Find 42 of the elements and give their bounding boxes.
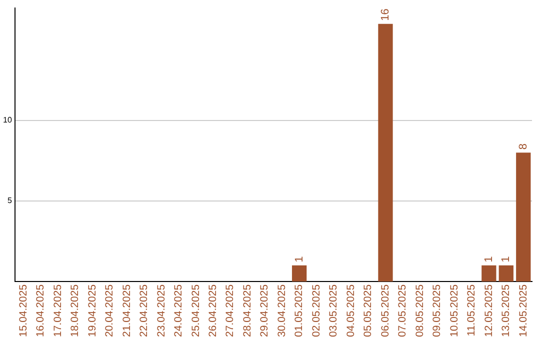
x-tick-label: 23.04.2025	[155, 284, 168, 338]
x-tick-label: 09.05.2025	[431, 284, 444, 338]
x-tick-label: 08.05.2025	[414, 284, 426, 338]
y-tick-label: 5	[7, 196, 12, 206]
data-label: 16	[380, 8, 392, 21]
x-tick-label: 13.05.2025	[500, 284, 512, 338]
x-tick-label: 16.04.2025	[34, 284, 47, 338]
x-tick-label: 29.04.2025	[258, 284, 271, 338]
x-tick-label: 17.04.2025	[52, 284, 64, 338]
x-tick-label: 26.04.2025	[207, 284, 220, 338]
y-tick-label: 10	[2, 116, 12, 125]
x-tick-label: 18.04.2025	[69, 284, 82, 338]
bar	[498, 265, 514, 282]
x-tick-label: 14.05.2025	[517, 284, 530, 338]
data-label: 8	[517, 144, 530, 150]
x-tick-label: 20.04.2025	[104, 284, 116, 338]
x-tick-label: 05.05.2025	[362, 284, 374, 338]
x-tick-label: 15.04.2025	[17, 284, 30, 338]
x-tick-label: 22.04.2025	[138, 284, 150, 338]
x-tick-label: 06.05.2025	[379, 284, 392, 338]
data-label: 1	[293, 256, 306, 262]
data-label: 1	[482, 256, 495, 262]
x-tick-label: 19.04.2025	[86, 284, 98, 338]
x-tick-label: 10.05.2025	[448, 284, 460, 338]
bar	[378, 24, 393, 282]
x-tick-label: 24.04.2025	[172, 284, 185, 338]
x-tick-label: 21.04.2025	[120, 284, 133, 338]
x-tick-label: 25.04.2025	[190, 284, 202, 338]
x-tick-label: 07.05.2025	[396, 284, 409, 338]
x-tick-label: 27.04.2025	[224, 284, 236, 338]
data-label: 1	[500, 256, 512, 262]
bar	[516, 152, 531, 282]
x-tick-label: 03.05.2025	[328, 284, 340, 338]
x-tick-label: 30.04.2025	[276, 284, 288, 338]
x-tick-label: 02.05.2025	[310, 284, 322, 338]
bar	[292, 265, 307, 282]
x-tick-label: 28.04.2025	[241, 284, 254, 338]
x-tick-label: 11.05.2025	[466, 284, 478, 336]
x-tick-label: 12.05.2025	[482, 284, 495, 338]
x-tick-label: 04.05.2025	[344, 284, 357, 338]
x-tick-label: 01.05.2025	[293, 284, 306, 338]
bar	[482, 265, 496, 282]
